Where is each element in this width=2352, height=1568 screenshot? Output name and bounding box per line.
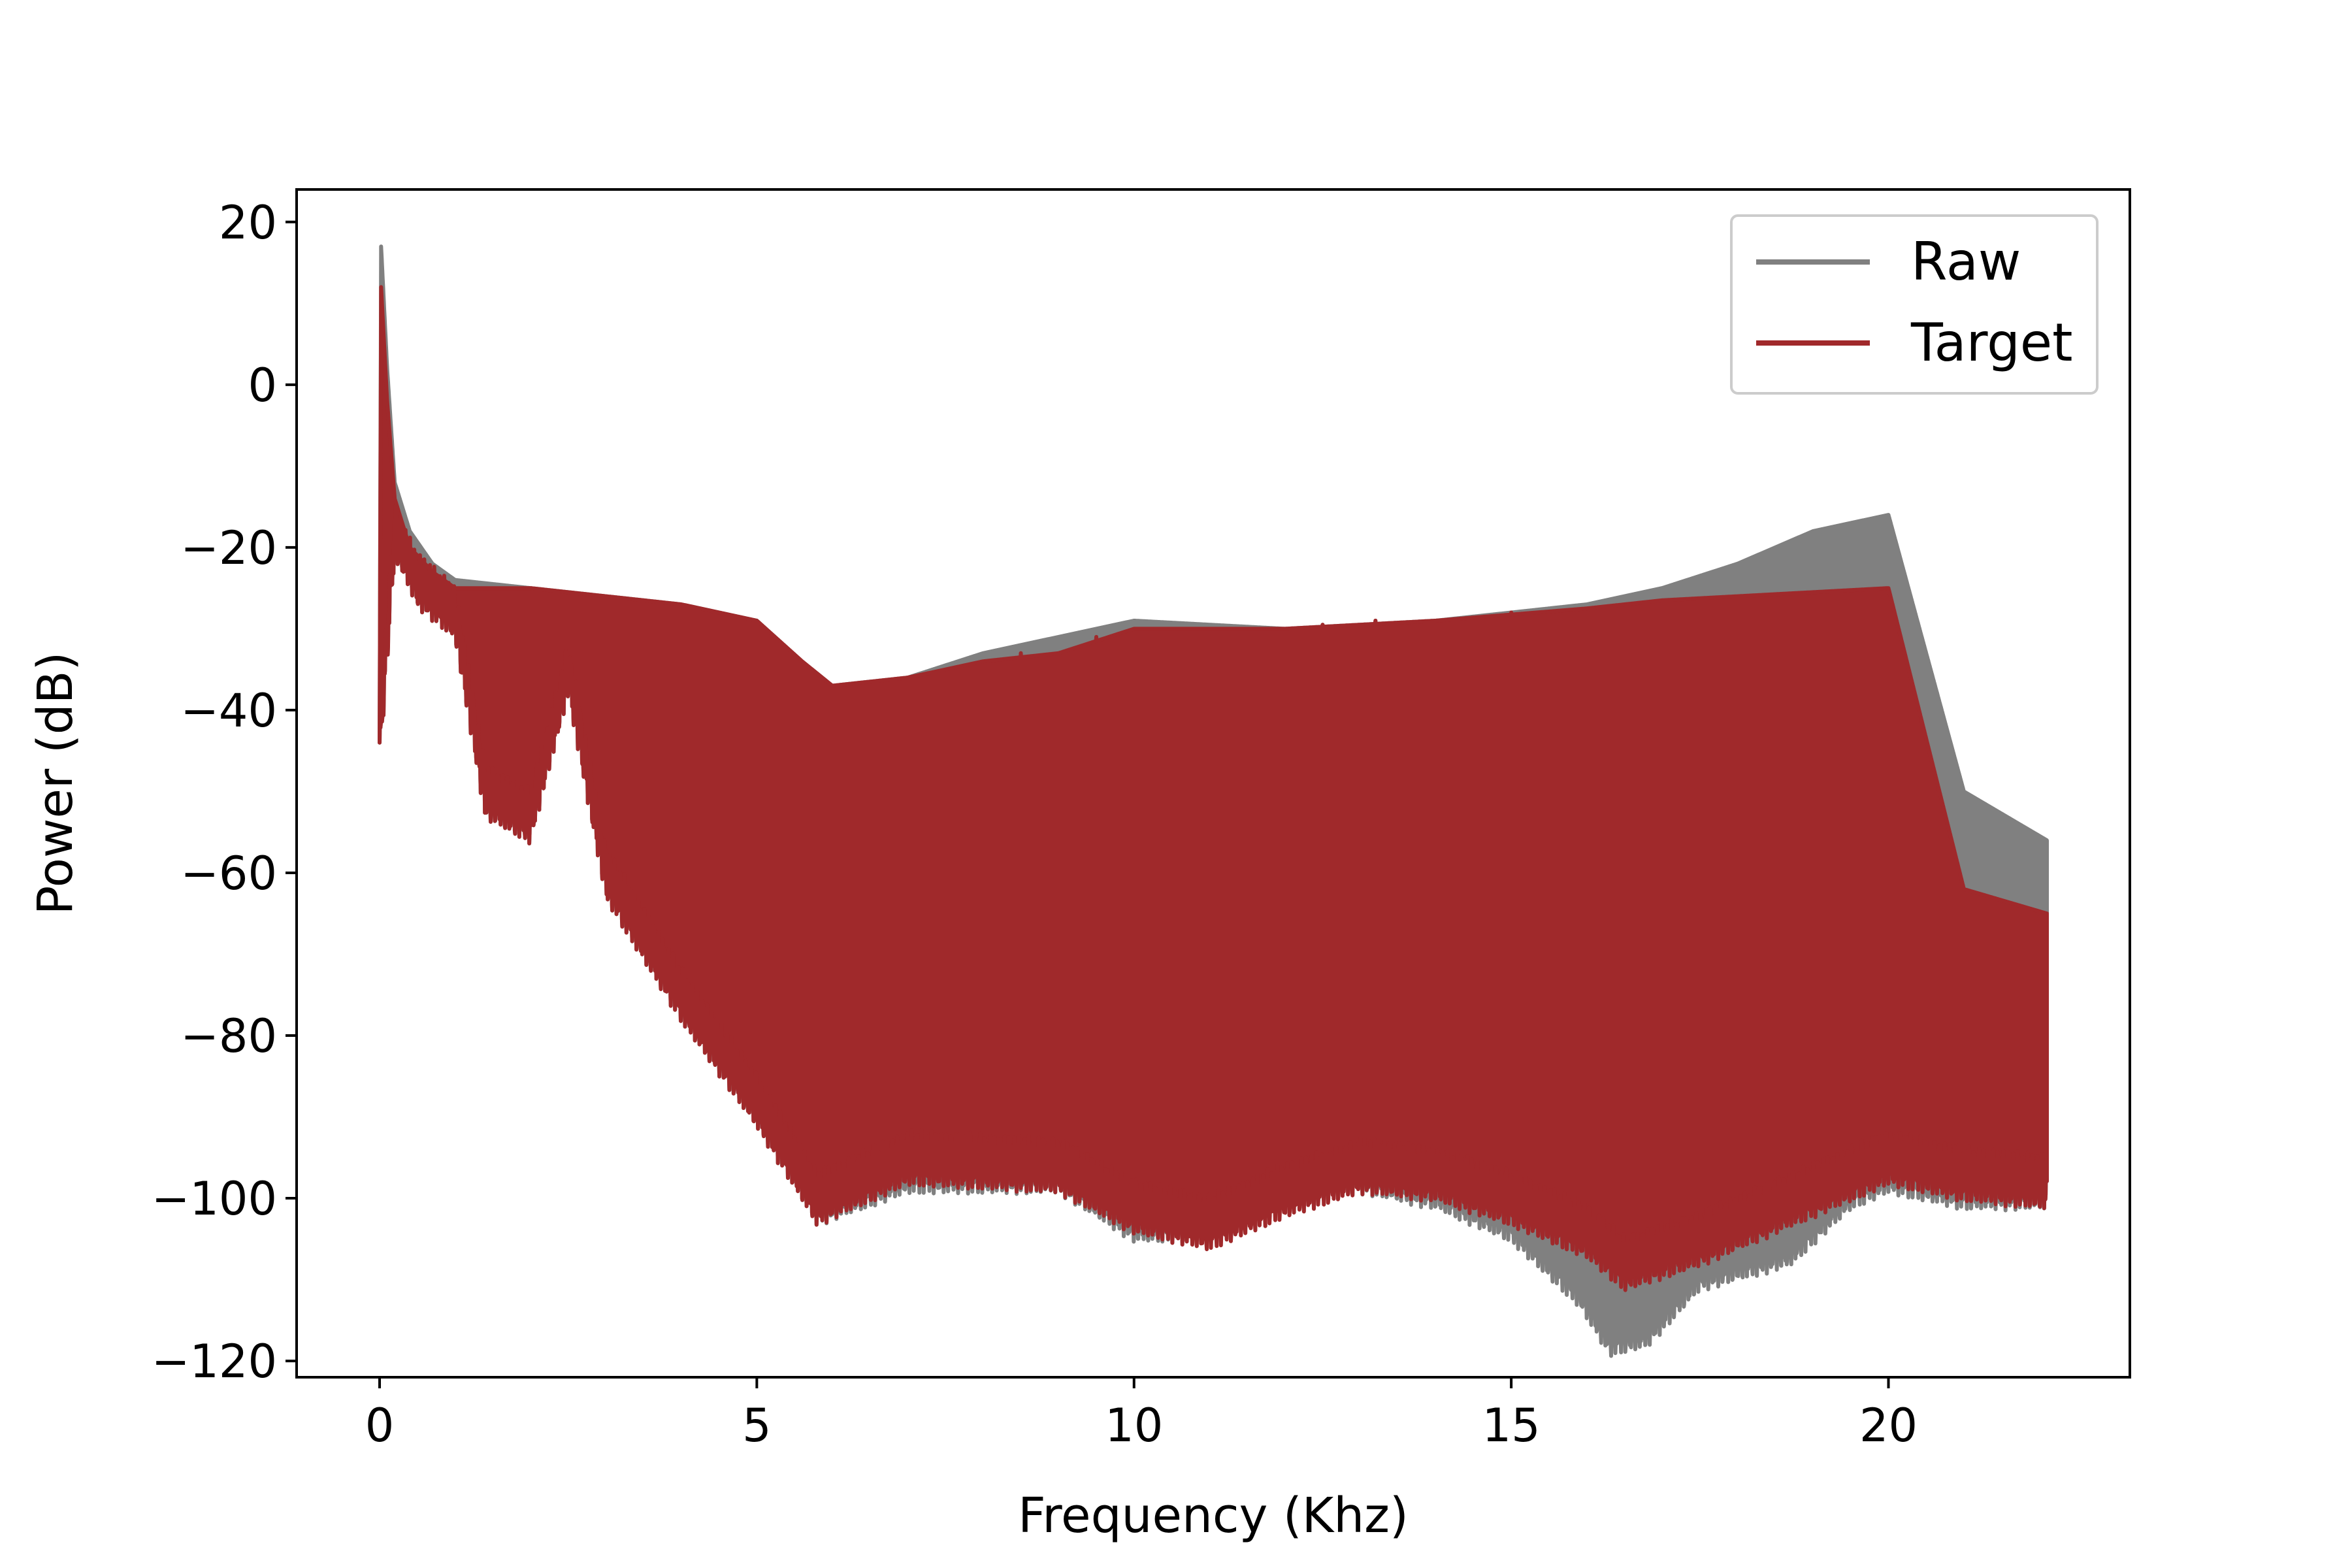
x-tick-label: 10	[1105, 1399, 1163, 1452]
x-tick-label: 5	[742, 1399, 772, 1452]
legend-raw-label: Raw	[1911, 231, 2021, 292]
axis-layer: 0 5 10 15 20 20 0 −20 −40 −60 −80 −100 −120	[152, 196, 1918, 1452]
y-tick-label: −20	[180, 521, 277, 575]
y-tick-label: 0	[248, 359, 277, 412]
y-tick-label: −60	[180, 847, 277, 900]
series-target-trace	[378, 285, 2049, 1292]
y-tick-label: −80	[180, 1009, 277, 1063]
x-tick-label: 15	[1482, 1399, 1541, 1452]
y-tick-label: 20	[219, 196, 277, 250]
y-axis-title: Power (dB)	[27, 652, 84, 915]
x-axis-title: Frequency (Khz)	[1018, 1488, 1409, 1544]
series-layer	[378, 244, 2049, 1358]
x-tick-label: 20	[1859, 1399, 1918, 1452]
x-tick-label: 0	[365, 1399, 395, 1452]
legend-target-label: Target	[1910, 312, 2073, 373]
y-tick-label: −40	[180, 684, 277, 738]
plot-frame	[295, 188, 2131, 1379]
y-tick-label: −120	[152, 1335, 277, 1388]
y-tick-label: −100	[152, 1172, 277, 1226]
legend: Raw Target	[1730, 214, 2099, 395]
